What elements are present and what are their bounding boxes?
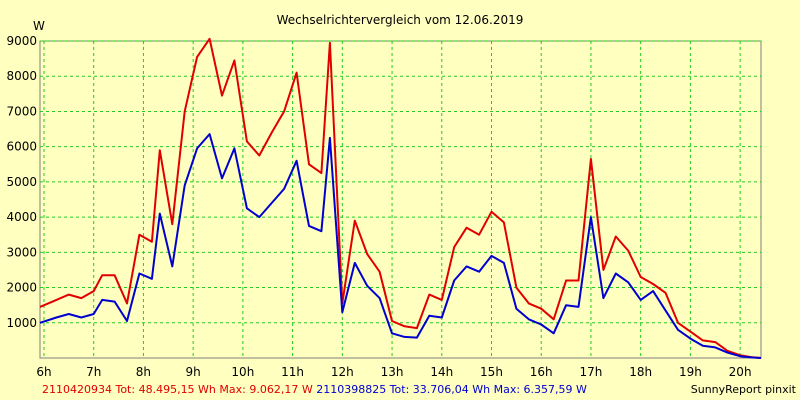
x-tick-label: 13h xyxy=(381,365,404,379)
y-axis-unit-label: W xyxy=(33,19,45,33)
y-tick-label: 1000 xyxy=(6,316,37,330)
x-tick-label: 17h xyxy=(580,365,603,379)
y-tick-label: 3000 xyxy=(6,245,37,259)
x-tick-label: 11h xyxy=(281,365,304,379)
x-tick-label: 14h xyxy=(430,365,453,379)
y-tick-label: 7000 xyxy=(6,104,37,118)
x-tick-label: 9h xyxy=(186,365,201,379)
y-tick-label: 6000 xyxy=(6,140,37,154)
x-tick-label: 16h xyxy=(530,365,553,379)
series-lines xyxy=(39,37,762,359)
x-tick-label: 15h xyxy=(480,365,503,379)
series-2 xyxy=(39,133,762,359)
footer-series-2-summary: 2110398825 Tot: 33.706,04 Wh Max: 6.357,… xyxy=(316,383,587,396)
x-tick-label: 7h xyxy=(86,365,101,379)
y-axis-ticks: 1000 2000 3000 4000 5000 6000 7000 8000 9000 xyxy=(6,34,37,330)
footer-series-summaries: 2110420934 Tot: 48.495,15 Wh Max: 9.062,… xyxy=(42,383,587,396)
y-tick-label: 9000 xyxy=(6,34,37,48)
y-tick-label: 5000 xyxy=(6,175,37,189)
branding-label: SunnyReport pinxit xyxy=(691,383,797,396)
y-tick-label: 2000 xyxy=(6,281,37,295)
x-tick-label: 6h xyxy=(36,365,51,379)
x-tick-label: 19h xyxy=(679,365,702,379)
series-2-line xyxy=(39,133,762,359)
x-tick-label: 8h xyxy=(136,365,151,379)
x-tick-label: 10h xyxy=(231,365,254,379)
x-axis-ticks: 6h 7h 8h 9h 10h 11h 12h 13h 14h 15h 16h 17h 18h 19h 20… xyxy=(36,365,751,379)
x-tick-label: 20h xyxy=(729,365,752,379)
x-tick-label: 18h xyxy=(629,365,652,379)
x-tick-label: 12h xyxy=(331,365,354,379)
y-tick-label: 8000 xyxy=(6,69,37,83)
y-tick-label: 4000 xyxy=(6,210,37,224)
footer-series-1-summary: 2110420934 Tot: 48.495,15 Wh Max: 9.062,… xyxy=(42,383,313,396)
chart-title: Wechselrichtervergleich vom 12.06.2019 xyxy=(277,13,524,27)
plot-area xyxy=(39,40,762,359)
series-1-line xyxy=(39,37,762,359)
